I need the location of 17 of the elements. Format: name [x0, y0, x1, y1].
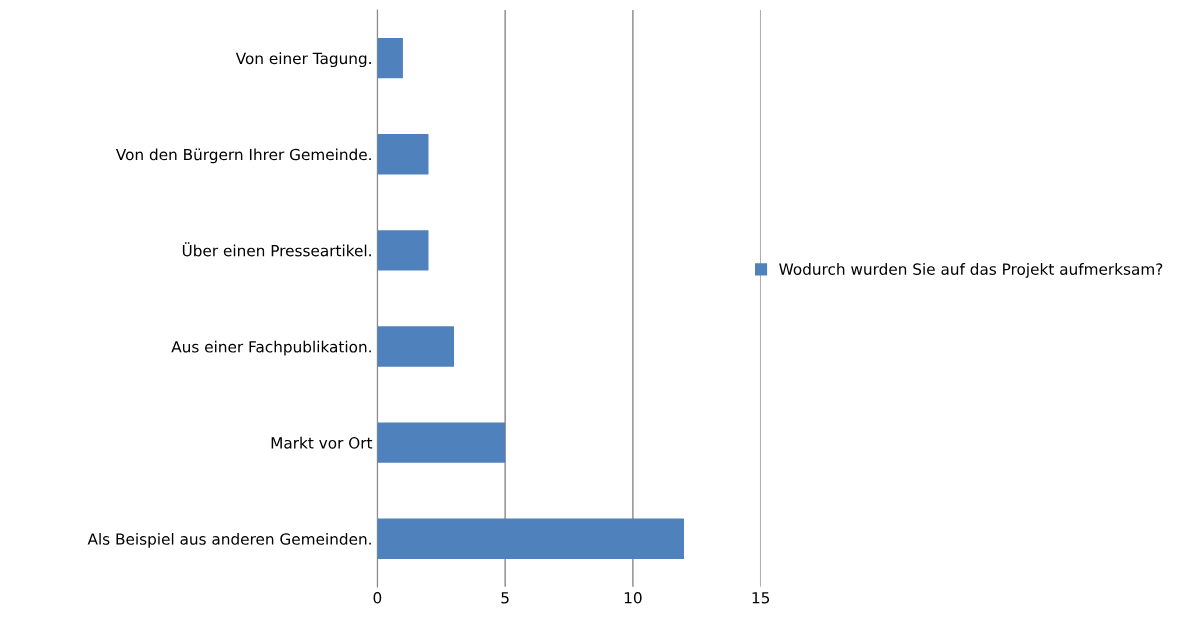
bar: [377, 134, 429, 175]
x-tick-label: 5: [501, 592, 509, 604]
y-tick-label: Als Beispiel aus anderen Gemeinden.: [87, 532, 371, 548]
x-tick-label: 10: [624, 591, 642, 604]
y-tick-label: Über einen Presseartikel.: [182, 242, 371, 257]
bar: [377, 518, 685, 559]
y-tick-label: Aus einer Fachpublikation.: [171, 340, 371, 356]
bar: [377, 230, 429, 271]
x-tick-label: 15: [752, 592, 770, 604]
bar: [377, 422, 506, 463]
y-tick-label: Markt vor Ort: [271, 436, 373, 449]
legend-label: Wodurch wurden Sie auf das Projekt aufmerksam?: [779, 263, 1163, 278]
x-tick-label: 0: [373, 591, 382, 604]
y-tick-label: Von den Bürgern Ihrer Gemeinde.: [115, 148, 371, 164]
y-tick-label: Von einer Tagung.: [235, 52, 371, 68]
bar: [377, 326, 455, 367]
bar: [377, 37, 403, 79]
